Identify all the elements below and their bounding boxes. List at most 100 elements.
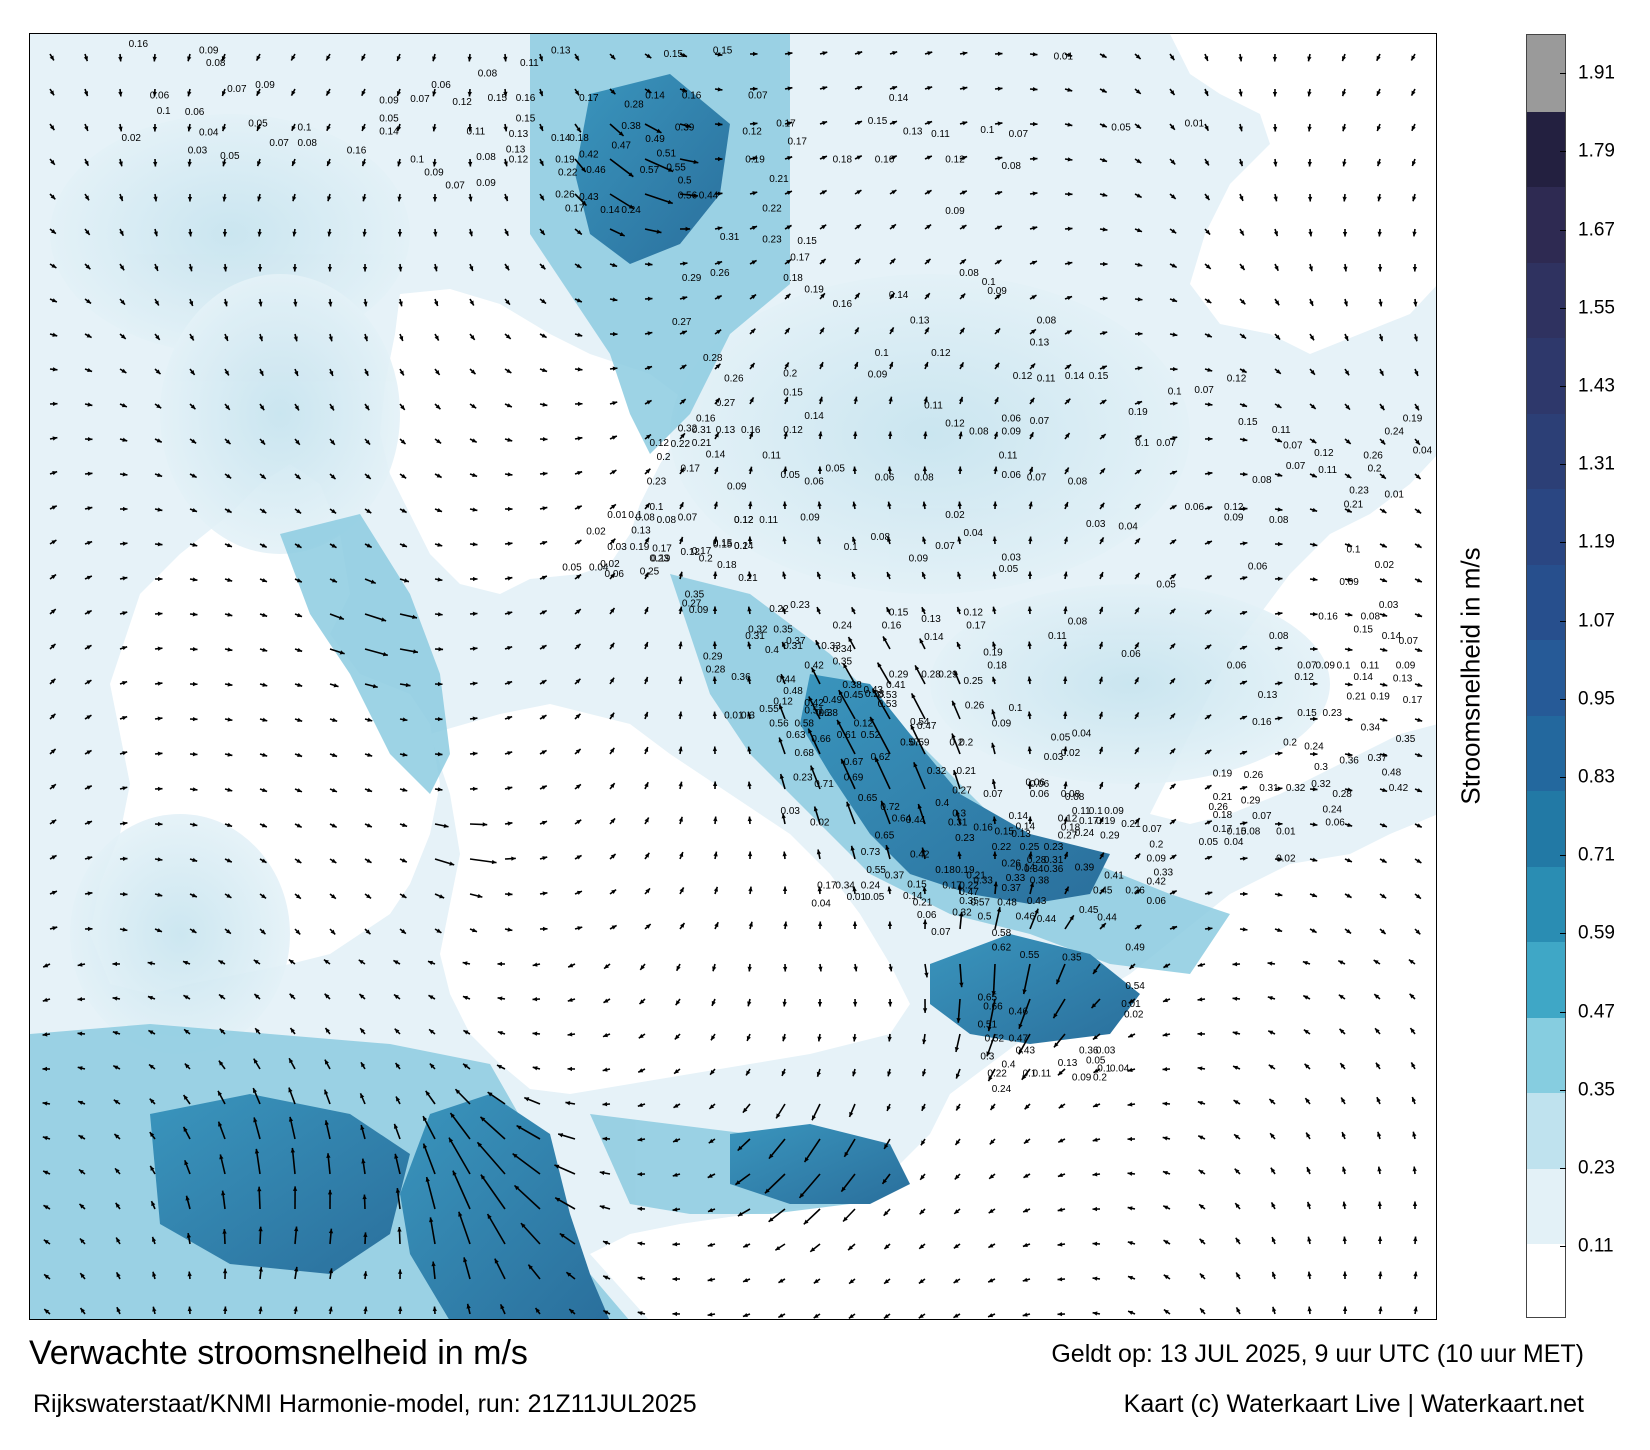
current-arrow: [1134, 262, 1143, 267]
current-arrow: [119, 333, 127, 340]
current-arrow: [749, 121, 758, 126]
current-arrow: [854, 223, 862, 230]
current-arrow: [1204, 784, 1212, 790]
current-arrow: [362, 1194, 367, 1210]
current-arrow: [813, 806, 821, 825]
speed-value-label: 0.09: [1002, 426, 1022, 437]
current-arrow: [432, 193, 438, 202]
current-arrow: [574, 608, 582, 615]
current-arrow: [503, 53, 508, 62]
speed-value-label: 0.02: [1124, 1009, 1144, 1020]
current-arrow: [224, 717, 233, 722]
current-arrow: [434, 333, 440, 341]
current-arrow: [714, 294, 723, 300]
current-arrow: [672, 1276, 681, 1282]
current-arrow: [257, 228, 262, 237]
speed-value-label: 0.1: [650, 502, 664, 513]
current-arrow: [847, 636, 856, 650]
current-arrow: [675, 998, 681, 1006]
colorbar-tick-label: 1.31: [1578, 453, 1615, 475]
current-arrow: [539, 333, 547, 339]
current-arrow: [953, 1278, 961, 1284]
current-arrow: [637, 1311, 646, 1316]
speed-value-label: 0.14: [1354, 672, 1374, 683]
map-panel[interactable]: 0.16 0.09 0.08 0.13 0.15 0.15 0.11 0.08 0.01 0.07…: [29, 33, 1437, 1320]
current-arrow: [49, 783, 57, 790]
map-title: Verwachte stroomsnelheid in m/s: [29, 1334, 528, 1372]
current-arrow: [1274, 333, 1281, 341]
current-arrow: [924, 189, 932, 195]
current-arrow: [1274, 611, 1283, 616]
current-arrow: [714, 466, 719, 475]
current-arrow: [499, 1303, 506, 1315]
current-arrow: [679, 330, 688, 335]
current-arrow: [1238, 158, 1244, 167]
current-arrow: [1344, 928, 1352, 935]
current-arrow: [574, 367, 583, 372]
speed-value-label: 0.23: [647, 476, 667, 487]
colorbar-segment: [1527, 1016, 1565, 1094]
current-arrow: [1127, 1275, 1136, 1280]
current-arrow: [1238, 88, 1243, 97]
current-arrow: [1379, 543, 1388, 548]
current-arrow: [817, 1033, 822, 1042]
speed-value-label: 0.47: [959, 887, 979, 898]
current-arrow: [782, 501, 788, 510]
current-arrow: [1169, 123, 1176, 131]
speed-value-label: 0.19: [1370, 691, 1390, 702]
current-arrow: [84, 575, 93, 580]
current-arrow: [399, 858, 408, 863]
colorbar-tick-label: 1.43: [1578, 375, 1615, 397]
colorbar-segment: [1527, 865, 1565, 943]
current-arrow: [644, 123, 662, 134]
current-arrow: [154, 438, 163, 444]
current-arrow: [992, 851, 998, 860]
current-arrow: [1274, 368, 1282, 375]
speed-value-label: 0.35: [773, 625, 793, 636]
current-arrow: [1199, 1307, 1206, 1315]
current-arrow: [1414, 752, 1423, 758]
current-arrow: [1239, 263, 1246, 271]
current-arrow: [780, 673, 786, 685]
speed-value-label: 0.28: [706, 664, 726, 675]
current-arrow: [394, 1153, 401, 1175]
current-arrow: [434, 787, 443, 792]
current-arrow: [819, 155, 828, 160]
speed-value-label: 0.68: [795, 748, 815, 759]
current-arrow: [852, 466, 857, 475]
current-arrow: [1204, 891, 1213, 896]
speed-value-label: 0.21: [1213, 792, 1233, 803]
speed-value-label: 0.14: [924, 632, 944, 643]
current-arrow: [1063, 851, 1069, 860]
speed-value-label: 0.21: [1121, 819, 1141, 830]
speed-value-label: 0.19: [651, 554, 671, 565]
current-arrow: [924, 223, 932, 230]
current-arrow: [1307, 1271, 1312, 1280]
speed-value-label: 0.23: [790, 600, 810, 611]
current-arrow: [259, 858, 267, 864]
current-arrow: [889, 155, 898, 160]
current-arrow: [747, 676, 752, 685]
current-arrow: [574, 53, 580, 61]
current-arrow: [1027, 746, 1032, 755]
current-arrow: [258, 333, 263, 342]
current-arrow: [817, 536, 822, 545]
current-arrow: [516, 1124, 541, 1140]
current-arrow: [1057, 1138, 1066, 1144]
land-northeast: [1170, 34, 1436, 354]
current-arrow: [323, 958, 331, 965]
current-arrow: [219, 1028, 226, 1035]
speed-value-label: 0.44: [1097, 913, 1117, 924]
current-arrow: [1127, 1241, 1136, 1246]
speed-value-label: 0.1: [1009, 703, 1023, 714]
current-arrow: [259, 893, 267, 900]
current-arrow: [1055, 963, 1066, 985]
speed-value-label: 0.16: [1252, 717, 1272, 728]
current-arrow: [224, 438, 232, 445]
current-arrow: [957, 885, 963, 895]
current-arrow: [1410, 53, 1416, 61]
current-arrow: [1029, 87, 1038, 92]
speed-value-label: 0.28: [921, 670, 941, 681]
current-arrow: [679, 158, 699, 164]
speed-value-label: 0.22: [992, 842, 1012, 853]
